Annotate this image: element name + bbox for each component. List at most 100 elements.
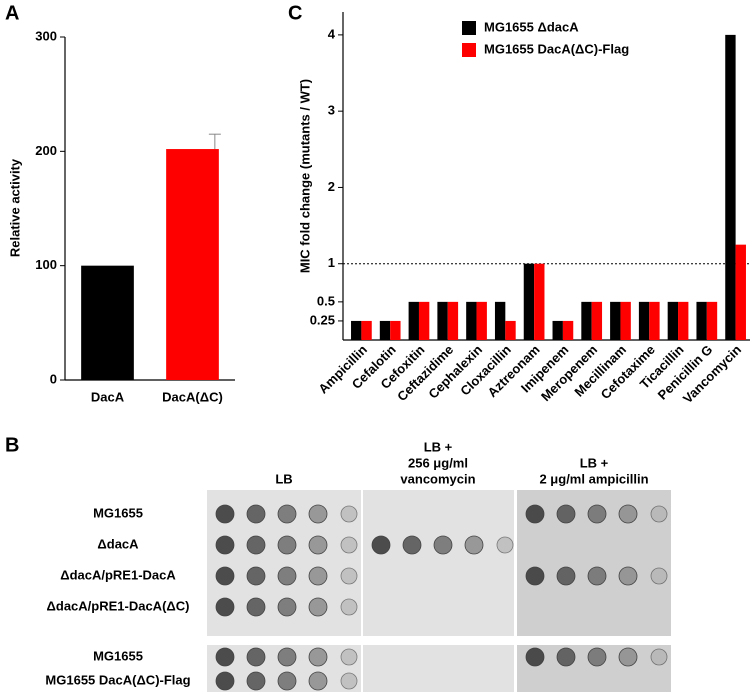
bar — [678, 301, 689, 340]
panel-label: C — [288, 2, 302, 24]
growth-spot — [246, 566, 266, 586]
bar — [725, 34, 736, 340]
growth-spot — [587, 647, 607, 667]
growth-spot — [215, 535, 235, 555]
bar — [610, 301, 621, 340]
row-label: MG1655 DacA(ΔC)-Flag — [45, 672, 190, 687]
growth-spot — [464, 535, 484, 555]
growth-spot — [650, 648, 668, 666]
plate — [363, 490, 514, 636]
y-axis-label: Relative activity — [7, 158, 22, 257]
growth-spot — [308, 504, 328, 524]
y-axis-label: MIC fold change (mutants / WT) — [297, 79, 312, 273]
growth-spot — [215, 566, 235, 586]
growth-spot — [215, 597, 235, 617]
column-header: LB + — [580, 455, 609, 470]
bar — [447, 301, 459, 340]
growth-spot — [215, 647, 235, 667]
growth-spot — [246, 597, 266, 617]
x-tick-label: DacA(ΔC) — [162, 389, 223, 404]
growth-spot — [650, 567, 668, 585]
row-label: ΔdacA/pRE1-DacA(ΔC) — [47, 598, 190, 613]
growth-spot — [277, 597, 297, 617]
bar — [562, 320, 574, 340]
growth-spot — [277, 647, 297, 667]
column-header: LB — [275, 471, 292, 486]
growth-spot — [433, 535, 453, 555]
row-label: ΔdacA/pRE1-DacA — [60, 567, 176, 582]
growth-spot — [246, 504, 266, 524]
column-header: 2 μg/ml ampicillin — [539, 471, 648, 486]
bar — [620, 301, 631, 340]
bar — [505, 320, 516, 340]
panel-label: A — [5, 2, 19, 24]
panel-label: B — [5, 434, 19, 456]
growth-spot — [340, 505, 358, 523]
growth-spot — [340, 567, 358, 585]
growth-spot — [340, 648, 358, 666]
growth-spot — [525, 647, 545, 667]
column-header: LB + — [424, 439, 453, 454]
growth-spot — [246, 671, 266, 691]
growth-spot — [525, 566, 545, 586]
bar — [379, 320, 391, 340]
bar — [735, 244, 746, 340]
growth-spot — [246, 535, 266, 555]
bar — [390, 320, 401, 340]
y-tick-label: 0.25 — [310, 312, 335, 327]
growth-spot — [277, 535, 297, 555]
bar — [81, 265, 134, 380]
bar — [408, 301, 419, 340]
bar — [591, 301, 603, 340]
column-header: vancomycin — [400, 471, 475, 486]
growth-spot — [340, 536, 358, 554]
bar — [523, 263, 535, 340]
growth-spot — [308, 671, 328, 691]
legend-swatch — [462, 21, 476, 35]
growth-spot — [340, 598, 358, 616]
growth-spot — [308, 566, 328, 586]
y-tick-label: 100 — [35, 257, 57, 272]
y-tick-label: 2 — [328, 179, 335, 194]
bar — [534, 263, 545, 340]
bar — [706, 301, 718, 340]
bar — [638, 301, 650, 340]
legend-label: MG1655 DacA(ΔC)-Flag — [484, 41, 629, 56]
bar — [351, 320, 362, 340]
growth-spot — [277, 671, 297, 691]
growth-spot — [618, 647, 638, 667]
bar — [552, 320, 563, 340]
y-tick-label: 200 — [35, 143, 57, 158]
bar — [361, 320, 372, 340]
x-tick-label: DacA — [91, 389, 125, 404]
growth-spot — [618, 566, 638, 586]
growth-spot — [525, 504, 545, 524]
row-label: ΔdacA — [97, 536, 139, 551]
legend-label: MG1655 ΔdacA — [484, 19, 579, 34]
growth-spot — [587, 566, 607, 586]
bar — [696, 301, 707, 340]
bar — [581, 301, 592, 340]
growth-spot — [496, 536, 514, 554]
bar — [466, 301, 477, 340]
growth-spot — [556, 647, 576, 667]
growth-spot — [556, 566, 576, 586]
growth-spot — [340, 672, 358, 690]
bar — [437, 301, 448, 340]
y-tick-label: 300 — [35, 28, 57, 43]
growth-spot — [308, 535, 328, 555]
bar — [418, 301, 430, 340]
growth-spot — [650, 505, 668, 523]
growth-spot — [277, 504, 297, 524]
growth-spot — [215, 504, 235, 524]
bar — [667, 301, 679, 340]
bar — [476, 301, 487, 340]
growth-spot — [618, 504, 638, 524]
y-tick-label: 4 — [328, 26, 336, 41]
growth-spot — [371, 535, 391, 555]
growth-spot — [308, 647, 328, 667]
plate — [363, 645, 514, 692]
bar — [649, 301, 660, 340]
column-header: 256 μg/ml — [408, 455, 468, 470]
